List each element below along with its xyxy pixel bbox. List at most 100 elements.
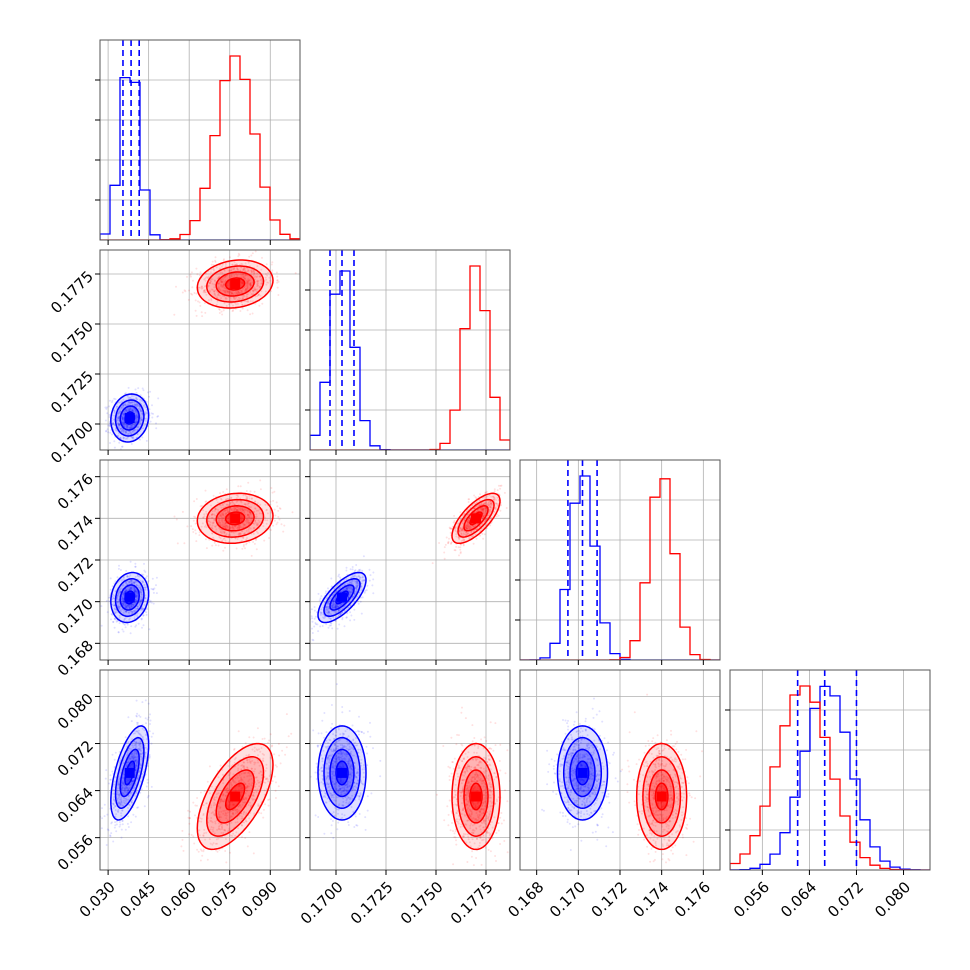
- sample-point: [250, 497, 253, 500]
- sample-point: [235, 292, 238, 295]
- sample-point: [331, 604, 334, 607]
- sample-point: [235, 508, 238, 511]
- sample-point: [213, 289, 216, 292]
- sample-point: [224, 265, 227, 268]
- sample-point: [126, 605, 129, 608]
- sample-point: [256, 288, 259, 291]
- sample-point: [324, 611, 327, 614]
- sample-point: [121, 592, 124, 595]
- sample-point: [360, 596, 362, 599]
- sample-point: [117, 416, 120, 419]
- sample-point: [138, 407, 141, 410]
- sample-point: [351, 568, 354, 571]
- sample-point: [123, 411, 126, 413]
- sample-point: [235, 497, 238, 500]
- sample-point: [327, 600, 330, 603]
- sample-point: [349, 611, 352, 614]
- sample-point: [118, 423, 121, 426]
- sample-point: [230, 496, 233, 499]
- sample-point: [313, 625, 316, 628]
- sample-point: [233, 507, 236, 510]
- sample-point: [332, 604, 335, 607]
- sample-point: [148, 756, 151, 759]
- sample-point: [488, 511, 490, 514]
- sample-point: [135, 730, 138, 733]
- sample-point: [126, 575, 129, 578]
- sample-point: [121, 823, 124, 826]
- sample-point: [195, 267, 198, 270]
- sample-point: [346, 612, 349, 615]
- sample-point: [332, 600, 335, 603]
- sample-point: [190, 271, 193, 274]
- sample-point: [333, 598, 336, 601]
- sample-point: [143, 562, 145, 565]
- sample-point: [245, 283, 248, 286]
- sample-point: [119, 428, 122, 430]
- sample-point: [142, 573, 145, 576]
- sample-point: [244, 303, 247, 306]
- sample-point: [155, 584, 157, 587]
- sample-point: [141, 596, 143, 599]
- sample-point: [224, 291, 227, 294]
- sample-point: [110, 618, 112, 621]
- sample-point: [144, 752, 147, 754]
- sample-point: [127, 401, 130, 404]
- sample-point: [128, 607, 131, 610]
- sample-point: [253, 490, 256, 493]
- sample-point: [256, 265, 259, 268]
- density-peak-1: [230, 279, 241, 289]
- sample-point: [105, 430, 107, 433]
- sample-point: [346, 582, 349, 585]
- sample-point: [356, 586, 359, 589]
- sample-point: [472, 542, 475, 545]
- sample-point: [204, 489, 207, 492]
- sample-point: [355, 564, 358, 566]
- grid-lines: [310, 460, 510, 660]
- sample-point: [465, 533, 468, 536]
- sample-point: [127, 716, 130, 719]
- sample-point: [124, 797, 127, 800]
- sample-point: [128, 604, 131, 607]
- sample-point: [137, 747, 140, 750]
- sample-point: [328, 611, 330, 614]
- sample-point: [221, 263, 224, 266]
- sample-point: [129, 431, 132, 433]
- sample-point: [135, 715, 138, 718]
- sample-point: [129, 408, 132, 410]
- sample-point: [204, 277, 207, 280]
- sample-point: [220, 265, 223, 268]
- sample-point: [244, 262, 247, 265]
- sample-point: [487, 504, 490, 507]
- sample-point: [116, 576, 119, 579]
- sample-point: [462, 544, 465, 547]
- sample-point: [136, 756, 139, 759]
- sample-point: [310, 615, 313, 618]
- sample-point: [239, 269, 242, 272]
- sample-point: [129, 431, 132, 434]
- sample-point: [116, 593, 119, 595]
- sample-point: [114, 809, 117, 812]
- sample-point: [134, 388, 137, 391]
- sample-point: [347, 596, 350, 599]
- sample-point: [222, 284, 225, 287]
- sample-point: [245, 509, 248, 512]
- sample-point: [123, 592, 126, 595]
- sample-point: [353, 618, 356, 621]
- sample-point: [121, 809, 124, 812]
- sample-point: [461, 528, 464, 531]
- sample-point: [361, 576, 364, 579]
- sample-point: [116, 595, 119, 598]
- sample-point: [221, 285, 224, 288]
- sample-point: [118, 423, 121, 426]
- sample-point: [111, 423, 114, 426]
- sample-point: [121, 404, 124, 407]
- sample-point: [119, 609, 122, 612]
- sample-point: [473, 530, 476, 533]
- sample-point: [226, 526, 229, 529]
- sample-point: [118, 751, 121, 753]
- sample-point: [122, 622, 125, 625]
- sample-point: [450, 542, 452, 545]
- sample-point: [204, 289, 206, 291]
- sample-point: [153, 587, 156, 590]
- y-tick-label: 0.1775: [47, 267, 97, 317]
